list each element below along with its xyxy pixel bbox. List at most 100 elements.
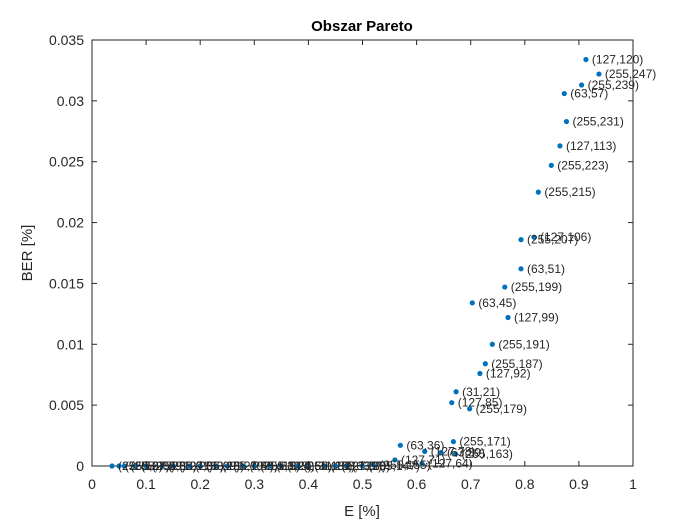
x-tick-label: 0.7 xyxy=(461,476,481,492)
y-axis: 0 0.005 0.01 0.015 0.02 0.025 0.03 0.035 xyxy=(49,32,633,474)
data-point xyxy=(116,463,122,469)
x-tick-label: 0 xyxy=(88,476,96,492)
data-point xyxy=(518,237,524,243)
data-point-label: (255,123) xyxy=(260,459,311,473)
data-point-label: (255,223) xyxy=(557,158,608,172)
data-point-label: (255,179) xyxy=(476,402,527,416)
data-point-label: (255,155) xyxy=(379,458,430,472)
data-point-label: (63,51) xyxy=(527,262,565,276)
data-point xyxy=(548,162,554,168)
data-point xyxy=(531,234,537,240)
data-point-label: (255,215) xyxy=(544,185,595,199)
plot-area xyxy=(91,39,634,467)
data-point xyxy=(489,341,495,347)
y-tick-label: 0.015 xyxy=(49,275,84,291)
x-tick-label: 0.3 xyxy=(245,476,265,492)
data-point xyxy=(579,82,585,88)
data-point-label: (255,107) xyxy=(222,459,273,473)
data-point-label: (255,115) xyxy=(249,459,299,473)
data-point xyxy=(557,143,563,149)
data-point-label: (63,18) xyxy=(206,459,244,473)
y-tick-label: 0 xyxy=(76,458,84,474)
data-point xyxy=(502,284,508,290)
data-point xyxy=(224,463,230,469)
data-point xyxy=(563,118,570,125)
data-point xyxy=(370,462,376,468)
data-point xyxy=(438,450,444,456)
data-point xyxy=(186,463,192,469)
data-point-label: (127,85) xyxy=(458,396,503,410)
data-point xyxy=(267,463,274,469)
data-point-label: (255,91) xyxy=(168,459,213,473)
y-tick-label: 0.02 xyxy=(57,215,84,231)
data-point-label: (255,139) xyxy=(331,459,382,473)
data-point xyxy=(561,90,567,97)
x-tick-label: 1 xyxy=(629,476,637,492)
data-point xyxy=(505,314,511,321)
data-point-label: (63,30) xyxy=(352,459,390,473)
chart-title: Obszar Pareto xyxy=(311,18,413,35)
data-point-label: (127,120) xyxy=(592,52,643,66)
data-point xyxy=(419,460,425,467)
data-point-label: (127,78) xyxy=(431,444,476,458)
data-point-label: (255,171) xyxy=(459,435,510,449)
data-point xyxy=(159,463,165,469)
data-labels: (127,120)(255,247)(255,239)(63,57) (255,2… xyxy=(118,52,656,473)
data-point xyxy=(240,463,247,469)
data-point-label: (255,207) xyxy=(527,233,578,247)
data-point xyxy=(121,463,128,469)
y-tick-label: 0.035 xyxy=(49,32,84,48)
data-point-label: (255,59) xyxy=(118,459,163,473)
data-point xyxy=(477,370,483,377)
data-point-label: (255,231) xyxy=(572,115,623,129)
data-point xyxy=(143,463,149,469)
data-point-label: (255,199) xyxy=(511,280,562,294)
data-point xyxy=(132,463,138,469)
data-point xyxy=(469,300,475,306)
data-point xyxy=(397,442,403,448)
data-point xyxy=(305,463,311,469)
data-point-label: (255,239) xyxy=(588,78,639,92)
y-tick-label: 0.03 xyxy=(57,93,84,109)
data-point xyxy=(453,389,459,395)
x-tick-label: 0.1 xyxy=(136,476,156,492)
data-point xyxy=(392,457,398,463)
data-point xyxy=(359,463,366,469)
data-point-label: (31,21) xyxy=(462,385,500,399)
data-point xyxy=(422,448,428,454)
x-axis: 0 0.1 0.2 0.3 0.4 0.5 0.6 0.7 0.8 0.9 1 xyxy=(88,40,637,492)
data-point-label: (255,67) xyxy=(125,459,170,473)
data-point-label: (255,131) xyxy=(304,459,355,473)
data-point-label: (255,147) xyxy=(369,459,420,473)
data-point-label: (63,45) xyxy=(478,296,516,310)
data-point-label: (127,43) xyxy=(233,459,278,473)
data-point-label: (127,36) xyxy=(179,459,224,473)
x-tick-label: 0.9 xyxy=(569,476,589,492)
data-point-label: (63,24) xyxy=(277,459,315,473)
data-point-label: (127,113) xyxy=(566,139,616,153)
data-point xyxy=(535,189,541,195)
data-point-label: (127,29) xyxy=(141,459,186,473)
data-point xyxy=(170,463,176,469)
data-point xyxy=(518,266,524,272)
data-point-label: (127,57) xyxy=(341,459,386,473)
data-point xyxy=(251,463,257,469)
data-point xyxy=(197,463,203,469)
data-point-label: (255,75) xyxy=(130,459,175,473)
y-tick-label: 0.01 xyxy=(57,336,84,352)
x-tick-label: 0.4 xyxy=(299,476,319,492)
data-point xyxy=(596,71,602,77)
data-point xyxy=(213,463,220,469)
data-point-label: (255,99) xyxy=(195,459,240,473)
x-tick-label: 0.8 xyxy=(515,476,535,492)
data-point-label: (63,39) xyxy=(447,446,485,460)
data-point xyxy=(583,56,589,63)
y-tick-label: 0.025 xyxy=(49,154,84,170)
data-point-label: (63,36) xyxy=(406,438,444,452)
data-point xyxy=(343,463,349,469)
data-point xyxy=(278,463,284,469)
data-point-label: (127,106) xyxy=(540,230,591,244)
y-axis-title: BER [%] xyxy=(19,225,36,282)
data-point xyxy=(332,463,339,469)
data-point-label: (255,83) xyxy=(152,459,197,473)
